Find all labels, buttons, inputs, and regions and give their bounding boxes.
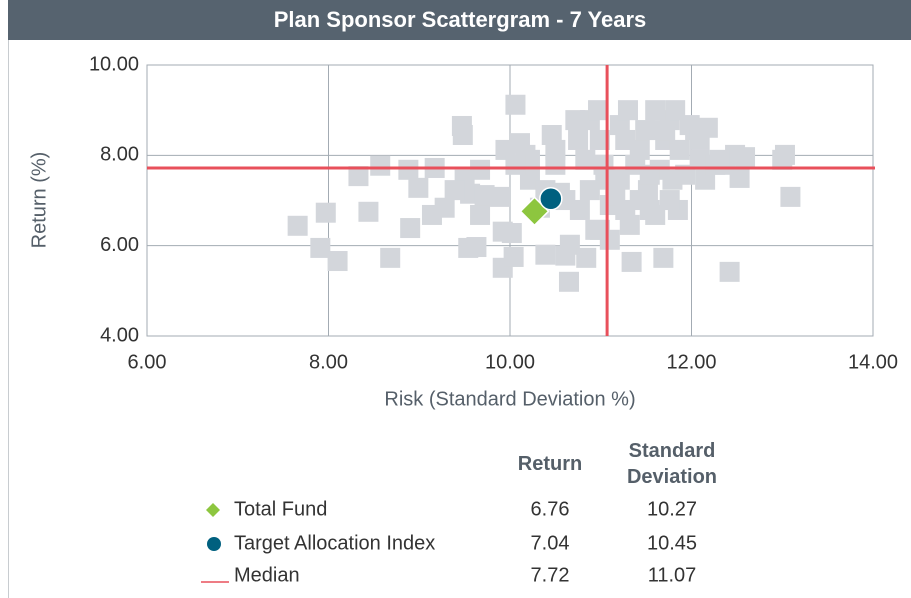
title-bar: [8, 0, 911, 40]
universe-point: [398, 159, 419, 180]
x-tick-label: 6.00: [128, 351, 167, 373]
table-std-dev: 10.27: [647, 498, 697, 520]
legend-label: Total Fund: [234, 498, 327, 520]
x-tick-label: 12.00: [666, 351, 716, 373]
universe-point: [470, 204, 491, 225]
x-tick-label: 10.00: [485, 351, 535, 373]
universe-point: [599, 229, 620, 250]
universe-point: [490, 186, 511, 207]
universe-point: [568, 129, 589, 150]
target-point: [539, 186, 563, 211]
legend-label: Median: [234, 564, 300, 586]
table-header: Return: [517, 453, 583, 475]
universe-point: [501, 223, 522, 244]
universe-point: [466, 237, 487, 258]
universe-point: [535, 244, 556, 265]
table-std-dev: 10.45: [647, 532, 697, 554]
y-axis-label: Return (%): [28, 152, 50, 249]
universe-point: [629, 139, 650, 160]
universe-point: [579, 180, 600, 201]
y-tick-label: 4.00: [100, 324, 139, 346]
x-tick-label: 8.00: [309, 351, 348, 373]
universe-point: [689, 129, 710, 150]
universe-point: [576, 247, 597, 268]
universe-point: [609, 169, 630, 190]
legend-label: Target Allocation Index: [234, 532, 435, 554]
universe-point: [735, 147, 756, 168]
x-axis-label: Risk (Standard Deviation %): [384, 388, 635, 410]
universe-point: [444, 180, 465, 201]
legend-marker: [207, 537, 221, 551]
x-tick-label: 14.00: [848, 351, 898, 373]
universe-point: [505, 94, 526, 115]
universe-point: [780, 186, 801, 207]
universe-point: [615, 199, 636, 220]
universe-point: [358, 201, 379, 222]
y-tick-label: 10.00: [89, 53, 139, 75]
universe-point: [503, 246, 524, 267]
universe-point: [659, 190, 680, 211]
universe-point: [669, 139, 690, 160]
universe-point: [452, 125, 473, 146]
universe-point: [505, 154, 526, 175]
universe-point: [559, 234, 580, 255]
universe-point: [370, 155, 391, 176]
universe-point: [653, 247, 674, 268]
universe-point: [380, 247, 401, 268]
universe-point: [774, 144, 795, 165]
table-return: 6.76: [531, 498, 570, 520]
universe-point: [575, 149, 596, 170]
universe-point: [649, 120, 670, 141]
universe-point: [408, 177, 429, 198]
universe-point: [709, 149, 730, 170]
table-header: Standard Deviation: [626, 440, 718, 488]
universe-point: [558, 271, 579, 292]
table-return: 7.72: [531, 564, 570, 586]
universe-point: [470, 159, 491, 180]
universe-point: [327, 251, 348, 272]
universe-point: [588, 100, 609, 121]
universe-point: [689, 149, 710, 170]
universe-point: [621, 251, 642, 272]
universe-point: [589, 129, 610, 150]
universe-point: [729, 167, 750, 188]
chart-title: Plan Sponsor Scattergram - 7 Years: [274, 7, 647, 32]
universe-point: [400, 218, 421, 239]
table-return: 7.04: [531, 532, 570, 554]
universe-point: [569, 199, 590, 220]
table-std-dev: 11.07: [648, 564, 697, 586]
universe-point: [348, 166, 369, 187]
legend-marker: [206, 503, 220, 517]
universe-point: [315, 202, 336, 223]
universe-point: [719, 261, 740, 282]
y-tick-label: 6.00: [100, 234, 139, 256]
universe-point: [617, 100, 638, 121]
y-tick-label: 8.00: [100, 144, 139, 166]
universe-point: [310, 237, 331, 258]
universe-point: [639, 164, 660, 185]
universe-point: [545, 154, 566, 175]
universe-point: [474, 185, 495, 206]
universe-point: [287, 215, 308, 236]
universe-point: [434, 197, 455, 218]
